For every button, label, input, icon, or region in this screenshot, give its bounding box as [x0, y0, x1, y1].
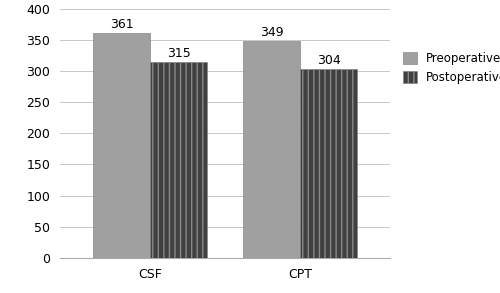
Text: 361: 361: [110, 18, 134, 31]
Text: 315: 315: [166, 47, 190, 60]
Text: 349: 349: [260, 26, 283, 39]
Bar: [150, 62, 207, 258]
Bar: [243, 40, 300, 258]
Text: 304: 304: [316, 54, 340, 67]
Legend: Preoperative, Postoperative: Preoperative, Postoperative: [402, 52, 500, 84]
Bar: [300, 69, 357, 258]
Bar: [93, 33, 150, 258]
